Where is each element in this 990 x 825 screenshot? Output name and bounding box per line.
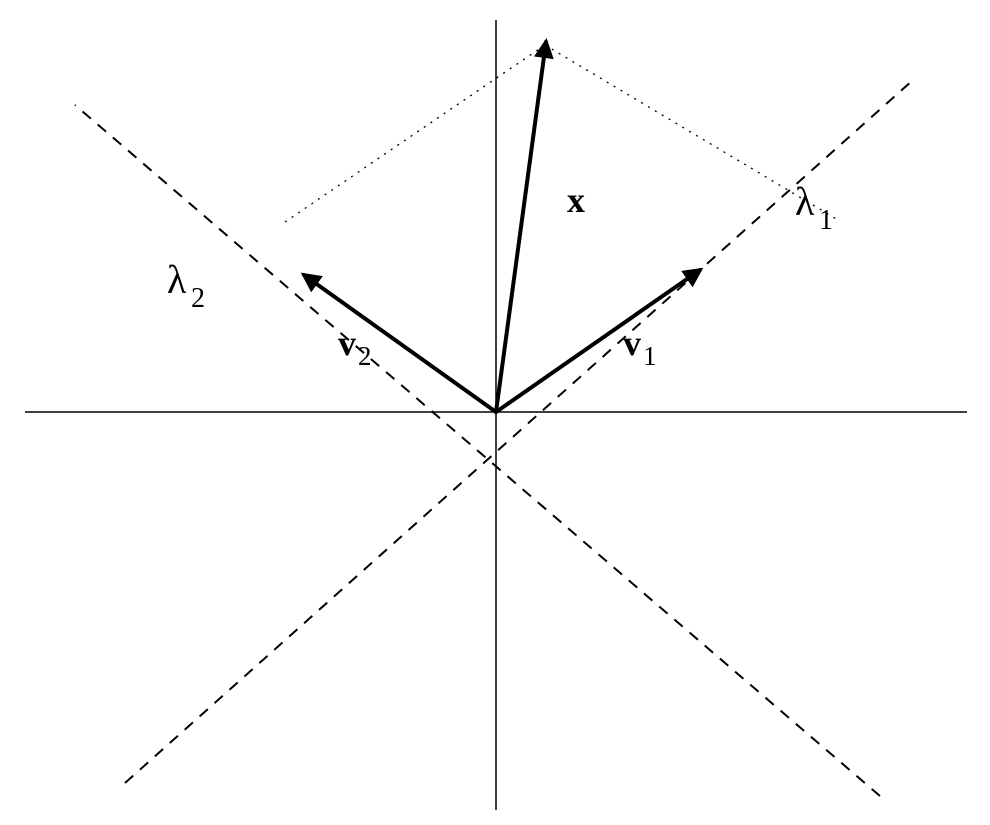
svg-text:2: 2 [191,283,205,314]
vector-v2 [304,275,496,412]
label-lambda2: λ2 [167,257,205,314]
label-v2: v2 [338,323,372,371]
label-v1: v1 [623,323,657,371]
svg-text:1: 1 [643,341,657,371]
vector-v1 [496,270,700,412]
svg-text:2: 2 [358,341,372,371]
svg-text:λ: λ [167,257,187,302]
svg-text:1: 1 [819,205,833,236]
svg-text:v: v [623,323,641,363]
lambda2-line [75,105,880,796]
label-lambda1: λ1 [795,179,833,236]
label-x: x [567,180,585,220]
svg-text:v: v [338,323,356,363]
projection-edge-1 [285,45,545,222]
vector-x [496,42,546,412]
svg-text:x: x [567,180,585,220]
svg-text:λ: λ [795,179,815,224]
